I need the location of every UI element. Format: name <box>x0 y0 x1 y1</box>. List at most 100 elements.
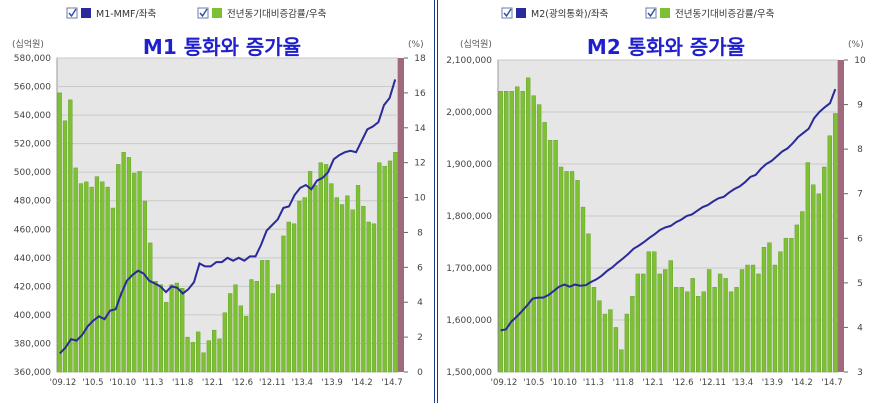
right-tick-label: 2 <box>417 333 423 343</box>
growth-bar <box>674 287 679 373</box>
growth-bar <box>663 269 668 373</box>
growth-bar <box>110 207 116 373</box>
growth-bar <box>222 312 227 373</box>
growth-bar <box>153 281 158 373</box>
growth-bar <box>57 92 62 373</box>
growth-bar <box>761 246 767 373</box>
growth-bar <box>756 273 761 373</box>
growth-bar <box>778 251 783 373</box>
legend-label: M2(광의통화)/좌축 <box>531 8 609 20</box>
left-tick-label: 1,500,000 <box>446 368 492 378</box>
right-tick-label: 4 <box>857 323 863 333</box>
growth-bar <box>238 305 243 373</box>
left-tick-label: 400,000 <box>14 311 51 321</box>
legend-label: M1-MMF/좌축 <box>96 9 156 20</box>
growth-bar <box>345 195 350 373</box>
growth-bar <box>827 135 832 373</box>
growth-bar <box>323 164 329 373</box>
growth-bar <box>739 269 745 373</box>
left-tick-label: 460,000 <box>14 225 51 235</box>
panel-divider <box>434 0 438 403</box>
growth-bar <box>580 206 586 373</box>
growth-bar <box>553 140 558 373</box>
left-tick-label: 2,100,000 <box>446 56 492 66</box>
right-tick-label: 6 <box>417 263 423 273</box>
growth-bar <box>100 181 105 373</box>
left-tick-label: 520,000 <box>14 140 51 150</box>
left-tick-label: 380,000 <box>14 339 51 349</box>
right-tick-label: 0 <box>417 368 423 378</box>
growth-bar <box>750 264 756 373</box>
right-axis-unit: (%) <box>848 40 864 50</box>
growth-bar <box>504 90 509 373</box>
x-tick-label: '13.4 <box>732 378 753 388</box>
x-tick-label: '10.10 <box>550 378 577 388</box>
legend-checkbox <box>66 7 78 19</box>
growth-bar <box>73 167 78 373</box>
growth-bar <box>164 302 169 373</box>
growth-bar <box>597 300 602 373</box>
legend: M1-MMF/좌축 전년동기대비증감률/우축 <box>66 7 327 20</box>
right-tick-label: 3 <box>857 368 863 378</box>
growth-bar <box>371 223 377 373</box>
left-axis-unit: (십억원) <box>12 38 44 50</box>
growth-bar <box>350 209 355 373</box>
legend-swatch <box>660 8 670 18</box>
growth-bar <box>706 269 712 373</box>
growth-bar <box>816 193 821 373</box>
right-tick-label: 10 <box>854 56 866 66</box>
left-tick-label: 1,600,000 <box>446 316 492 326</box>
growth-bar <box>105 186 110 373</box>
growth-bar <box>690 278 695 373</box>
growth-bar <box>800 211 805 373</box>
x-tick-label: '10.5 <box>82 378 103 388</box>
growth-bar <box>789 238 794 373</box>
growth-bar <box>641 273 646 373</box>
growth-bar <box>190 342 195 373</box>
right-tick-label: 9 <box>857 101 863 111</box>
growth-bar <box>62 120 68 373</box>
growth-bar <box>158 284 164 373</box>
right-tick-label: 7 <box>857 190 863 200</box>
chart-title: M2 통화와 증가율 <box>587 35 745 59</box>
growth-bar <box>586 233 591 373</box>
growth-bar <box>339 204 345 373</box>
growth-bar <box>84 181 89 373</box>
growth-bar <box>313 185 318 373</box>
growth-bar <box>297 200 302 373</box>
growth-bar <box>116 164 121 373</box>
growth-bar <box>361 206 366 373</box>
growth-bar <box>602 313 608 373</box>
growth-bar <box>201 352 206 373</box>
growth-bar <box>558 166 564 373</box>
left-tick-label: 500,000 <box>14 168 51 178</box>
growth-bar <box>652 251 657 373</box>
growth-bar <box>794 224 800 373</box>
x-tick-label: '09.12 <box>50 378 77 388</box>
legend-label: 전년동기대비증감률/우축 <box>227 8 327 20</box>
growth-bar <box>291 223 297 373</box>
m1-chart: M1-MMF/좌축 전년동기대비증감률/우축 (십억원) (%) 580,000 560,… <box>12 7 426 388</box>
right-tick-label: 14 <box>414 124 426 134</box>
growth-bar <box>286 221 291 373</box>
right-tick-label: 5 <box>857 279 863 289</box>
growth-bar <box>734 287 739 373</box>
money-supply-line <box>500 88 837 332</box>
x-tick-label: '14.2 <box>792 378 813 388</box>
growth-bar <box>89 186 94 373</box>
left-tick-label: 1,900,000 <box>446 160 492 170</box>
left-tick-label: 1,700,000 <box>446 264 492 274</box>
growth-bar <box>509 90 514 373</box>
growth-bar <box>547 140 553 373</box>
growth-bar <box>822 166 827 373</box>
growth-bar <box>520 90 525 373</box>
growth-bar <box>270 293 275 373</box>
growth-bar <box>833 113 838 373</box>
growth-bar <box>206 340 211 373</box>
x-tick-label: '12.11 <box>699 378 726 388</box>
growth-bar <box>811 184 816 373</box>
x-tick-label: '11.8 <box>613 378 634 388</box>
growth-bar <box>575 180 580 373</box>
growth-bar <box>244 315 249 373</box>
left-tick-label: 1,800,000 <box>446 212 492 222</box>
